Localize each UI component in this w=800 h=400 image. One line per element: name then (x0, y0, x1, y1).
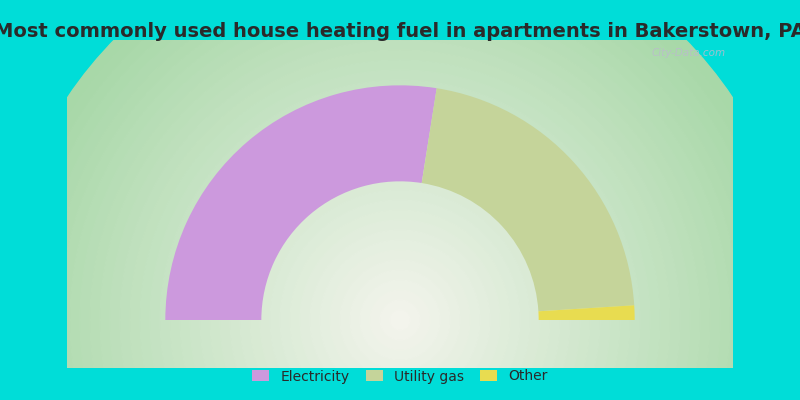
Circle shape (100, 20, 700, 400)
Circle shape (30, 0, 770, 400)
Circle shape (60, 0, 740, 400)
Circle shape (40, 0, 760, 400)
Wedge shape (166, 85, 437, 320)
Circle shape (380, 300, 420, 340)
Circle shape (300, 220, 500, 400)
Circle shape (110, 30, 690, 400)
Circle shape (310, 230, 490, 400)
Wedge shape (422, 88, 634, 311)
Text: Most commonly used house heating fuel in apartments in Bakerstown, PA: Most commonly used house heating fuel in… (0, 22, 800, 41)
Circle shape (160, 80, 640, 400)
Circle shape (200, 120, 600, 400)
Circle shape (180, 100, 620, 400)
Circle shape (20, 0, 780, 400)
Text: City-Data.com: City-Data.com (651, 48, 726, 58)
Circle shape (290, 210, 510, 400)
Circle shape (320, 240, 480, 400)
Circle shape (350, 270, 450, 370)
Circle shape (170, 90, 630, 400)
Circle shape (210, 130, 590, 400)
Circle shape (130, 50, 670, 400)
Circle shape (50, 0, 750, 400)
Circle shape (330, 250, 470, 390)
Circle shape (190, 110, 610, 400)
Circle shape (70, 0, 730, 400)
Circle shape (280, 200, 520, 400)
Circle shape (390, 310, 410, 330)
Circle shape (270, 190, 530, 400)
Circle shape (250, 170, 550, 400)
Circle shape (150, 70, 650, 400)
Circle shape (80, 0, 720, 400)
Circle shape (120, 40, 680, 400)
Wedge shape (538, 305, 634, 320)
Circle shape (10, 0, 790, 400)
Circle shape (230, 150, 570, 400)
Circle shape (220, 140, 580, 400)
Circle shape (340, 260, 460, 380)
Circle shape (90, 10, 710, 400)
Legend: Electricity, Utility gas, Other: Electricity, Utility gas, Other (247, 364, 553, 389)
Circle shape (370, 290, 430, 350)
Circle shape (140, 60, 660, 400)
Circle shape (240, 160, 560, 400)
Circle shape (260, 180, 540, 400)
Circle shape (360, 280, 440, 360)
